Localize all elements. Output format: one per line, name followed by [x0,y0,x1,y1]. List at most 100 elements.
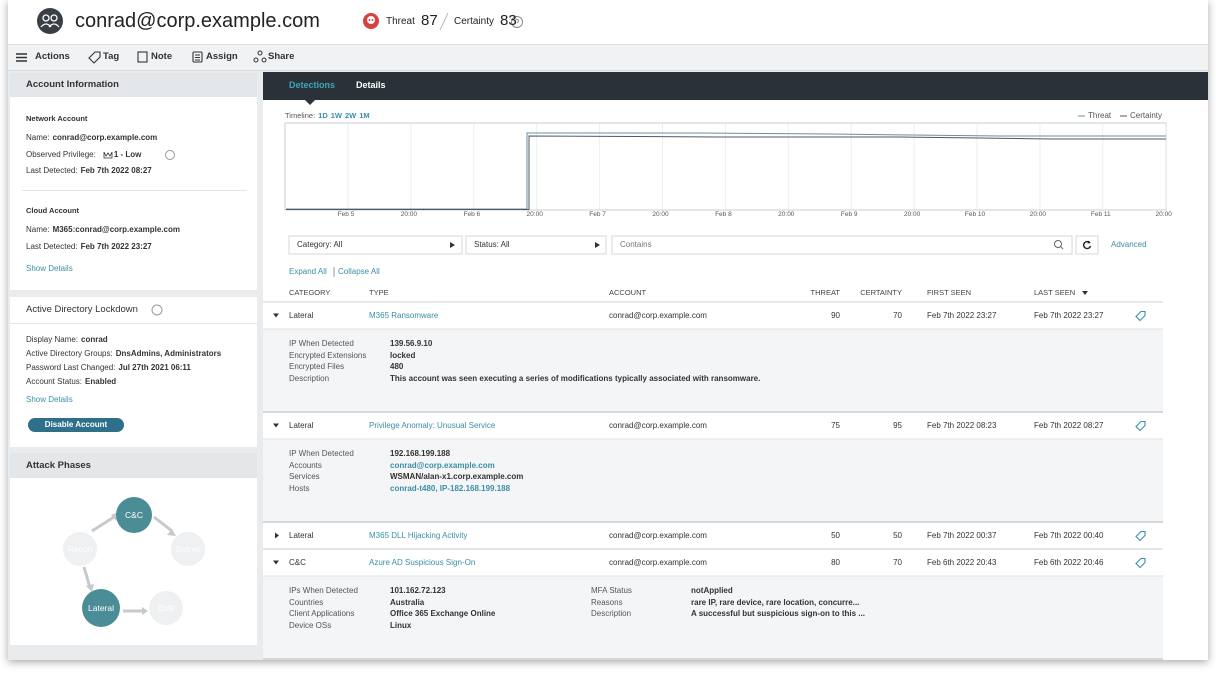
field-label: Active Directory Groups: [26,349,113,358]
toolbar-button[interactable]: Tag [103,51,120,62]
range-button[interactable]: 2W [345,111,357,120]
show-details-link[interactable]: Show Details [26,395,73,404]
detail-label: Description [591,609,632,618]
row-type[interactable]: M365 DLL Hijacking Activity [369,530,468,540]
tab-bar [263,72,1208,100]
phase-label: C&C [125,510,143,520]
detail-label: Reasons [591,597,623,607]
account-title: conrad@corp.example.com [75,10,320,32]
card-title: Attack Phases [26,460,91,471]
row-type[interactable]: Privilege Anomaly: Unusual Service [369,420,496,430]
detail-label: Description [289,373,330,383]
threat-icon [371,19,374,21]
range-button[interactable]: 1W [330,111,342,120]
search-icon [1060,246,1064,250]
detail-value: 192.168.199.188 [390,449,451,458]
tab[interactable]: Details [356,80,386,90]
detail-value: 139.56.9.10 [390,339,433,348]
column-header: ACCOUNT [609,288,647,297]
avatar [37,8,63,34]
detail-value[interactable]: conrad-t480, IP-182.168.199.188 [390,483,511,493]
detail-label: Client Applications [289,609,355,618]
detail-value: locked [390,350,416,360]
field-value: Feb 7th 2022 08:27 [80,166,152,175]
header-bar [8,0,1208,45]
detail-label: Accounts [289,460,322,470]
detail-value: Office 365 Exchange Online [390,609,496,618]
assign-icon [195,54,200,61]
row-threat: 75 [831,420,840,430]
toolbar-button[interactable]: Share [268,51,295,62]
detail-label: Hosts [289,483,310,493]
field-value: 1 - Low [113,149,142,159]
x-tick-label: Feb 5 [337,211,355,218]
detail-value: Australia [390,597,425,607]
toolbar-button[interactable]: Actions [35,51,70,62]
tag-icon [1135,557,1146,569]
avatar-glyph [40,23,60,28]
collapse-all-link[interactable]: Collapse All [338,267,380,276]
row-type[interactable]: M365 Ransomware [369,310,439,320]
select-label[interactable]: Status: All [474,240,510,249]
share-icon [257,50,263,56]
crown-icon [103,151,113,159]
range-button[interactable]: 1M [359,111,370,120]
field-label: Name: [26,225,50,234]
field-value: Jul 27th 2021 06:11 [118,363,191,372]
detail-label: Encrypted Files [289,362,345,371]
refresh-button[interactable] [1075,235,1099,255]
card [10,73,257,290]
row-certainty: 95 [893,420,902,430]
threat-line [286,132,1166,210]
phase-arrows [82,515,173,613]
detail-label: IP When Detected [289,339,354,348]
phase-node [116,497,152,533]
row-threat: 90 [831,310,840,320]
help-icon[interactable] [165,150,175,160]
range-button[interactable]: 1D [318,111,328,120]
card-header [10,73,257,97]
button-label[interactable]: Disable Account [44,420,108,429]
card-title: Active Directory Lockdown [26,304,138,315]
detail-label: IP When Detected [289,449,354,458]
detail-label: Countries [289,597,324,607]
select-label[interactable]: Category: All [297,240,343,249]
search-placeholder[interactable]: Contains [620,240,652,249]
help-icon[interactable] [151,304,163,316]
toolbar-button[interactable]: Assign [206,51,238,62]
toolbar-button[interactable]: Note [151,51,173,62]
row-first-seen: Feb 6th 2022 20:43 [927,557,997,567]
row-type[interactable]: Azure AD Suspicious Sign-On [369,557,476,567]
row-account: conrad@corp.example.com [609,530,707,540]
status-select[interactable] [465,235,607,255]
help-icon[interactable] [511,16,523,28]
row-category: C&C [289,557,306,567]
x-tick-label: Feb 11 [1090,211,1111,218]
divider [10,323,257,324]
disable-account-button[interactable] [28,418,124,432]
share-icon [261,57,267,63]
card-title: Account Information [26,79,119,90]
x-tick-label: Feb 9 [840,211,858,218]
section-title: Cloud Account [26,206,80,215]
row-category: Lateral [289,420,314,430]
tab[interactable]: Detections [289,80,336,90]
expand-all-link[interactable]: Expand All [289,267,327,276]
show-details-link[interactable]: Show Details [26,264,73,273]
search-icon [1054,240,1062,248]
refresh-icon [1087,240,1091,244]
detail-value: A successful but suspicious sign-on to t… [691,609,865,618]
category-select[interactable] [288,235,463,255]
field-label: Account Status: [26,377,83,386]
legend-label: Certainty [1130,111,1163,120]
x-tick-label: 20:00 [652,211,669,218]
detail-label: Device OSs [289,620,332,630]
search-input[interactable] [611,235,1073,255]
advanced-link[interactable]: Advanced [1111,240,1147,249]
detail-value[interactable]: conrad@corp.example.com [390,460,495,470]
detail-value: Linux [390,620,412,630]
phase-label: Botnet [176,544,201,554]
section-title: Network Account [26,114,88,123]
column-header[interactable]: LAST SEEN [1034,288,1076,297]
